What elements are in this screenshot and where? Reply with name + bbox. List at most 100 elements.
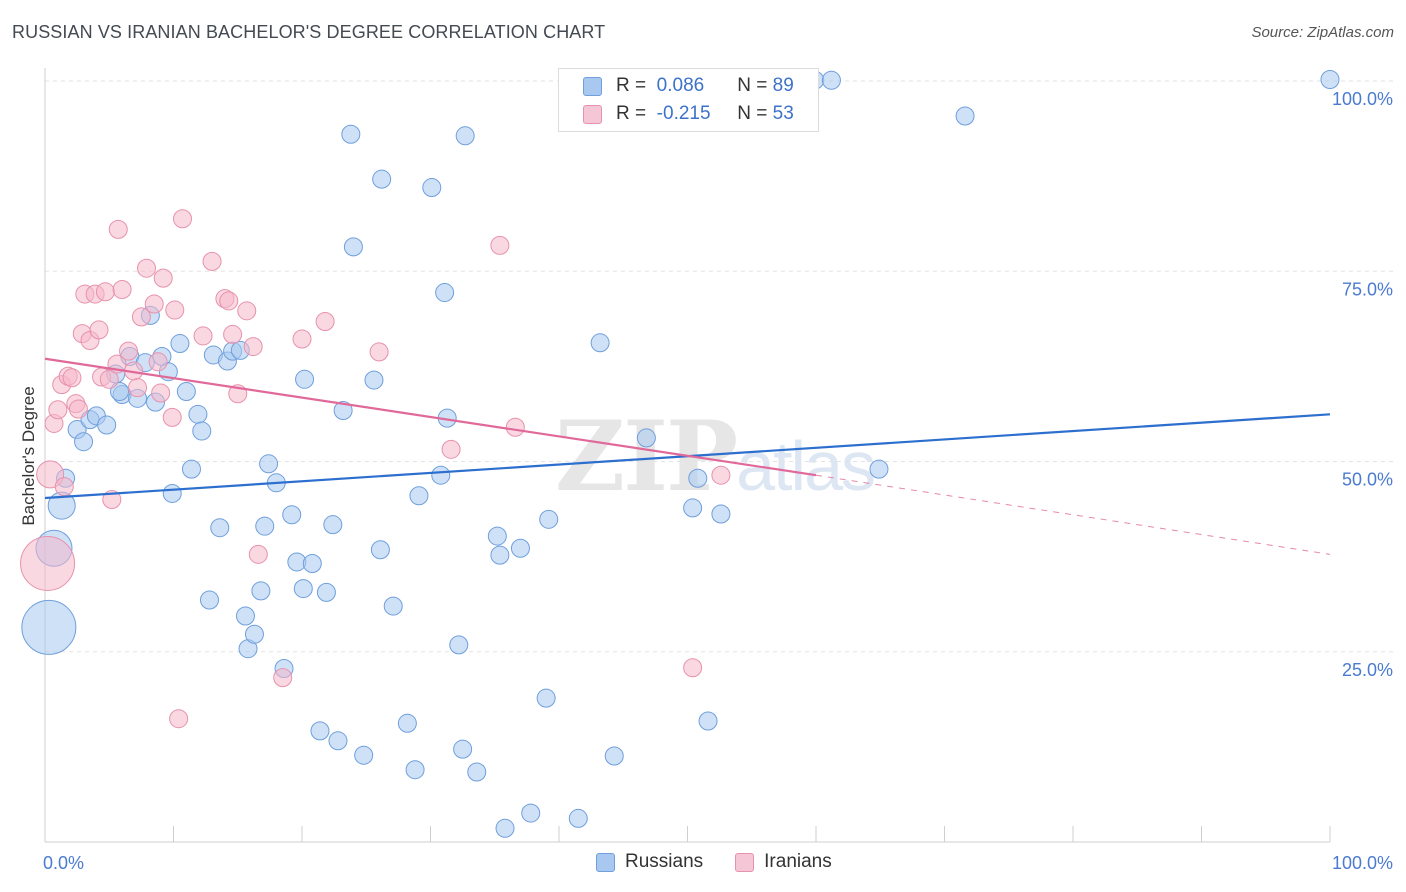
trend-lines xyxy=(44,357,1331,555)
point-iranians xyxy=(315,311,335,331)
legend-n-value: 53 xyxy=(772,103,794,124)
point-russians xyxy=(295,369,315,389)
trend-line-iranians xyxy=(44,357,817,477)
series-swatch-iranians xyxy=(735,852,755,872)
point-russians xyxy=(354,745,374,765)
point-russians xyxy=(487,526,507,546)
point-russians xyxy=(328,731,348,751)
point-russians xyxy=(711,504,731,524)
legend-r-label: R = xyxy=(616,75,647,96)
point-russians xyxy=(316,582,336,602)
point-russians xyxy=(251,581,271,601)
point-russians xyxy=(372,169,392,189)
legend-row-russians: R = 0.086 N = 89 xyxy=(583,73,794,99)
chart-title: RUSSIAN VS IRANIAN BACHELOR'S DEGREE COR… xyxy=(12,22,606,42)
legend-row-iranians: R = -0.215 N = 53 xyxy=(583,101,794,127)
series-legend-iranians[interactable]: Iranians xyxy=(735,851,832,873)
point-iranians xyxy=(273,668,293,688)
point-russians xyxy=(21,599,77,655)
watermark-zip: ZIP xyxy=(555,400,738,513)
point-russians xyxy=(310,721,330,741)
y-tick-label: 100.0% xyxy=(1332,89,1393,109)
series-legend: Russians Iranians xyxy=(596,851,864,873)
point-iranians xyxy=(99,369,119,389)
point-iranians xyxy=(89,320,109,340)
point-russians xyxy=(431,465,451,485)
point-iranians xyxy=(137,258,157,278)
legend-n-value: 89 xyxy=(772,75,794,96)
legend-n-label: N = xyxy=(737,75,768,96)
source-label: Source: ZipAtlas.com xyxy=(1251,24,1394,41)
point-russians xyxy=(370,540,390,560)
point-russians xyxy=(467,762,487,782)
point-russians xyxy=(323,515,343,535)
point-iranians xyxy=(48,400,68,420)
point-russians xyxy=(181,459,201,479)
point-iranians xyxy=(243,337,263,357)
point-russians xyxy=(590,333,610,353)
point-russians xyxy=(453,739,473,759)
point-iranians xyxy=(169,709,189,729)
point-russians xyxy=(259,454,279,474)
point-iranians xyxy=(202,251,222,271)
point-iranians xyxy=(711,465,731,485)
point-russians xyxy=(683,498,703,518)
point-russians xyxy=(422,178,442,198)
legend-box: R = 0.086 N = 89 R = -0.215 N = 53 xyxy=(558,68,819,132)
point-russians xyxy=(490,545,510,565)
point-iranians xyxy=(219,291,239,311)
point-russians xyxy=(333,401,353,421)
point-iranians xyxy=(441,439,461,459)
point-russians xyxy=(110,381,130,401)
point-iranians xyxy=(153,268,173,288)
series-label-russians: Russians xyxy=(625,851,704,872)
point-iranians xyxy=(128,378,148,398)
legend-swatch-iranians xyxy=(583,104,602,124)
grid-lines xyxy=(45,80,1393,653)
point-iranians xyxy=(144,294,164,314)
point-russians xyxy=(343,237,363,257)
point-russians xyxy=(521,803,541,823)
point-iranians xyxy=(151,383,171,403)
point-russians xyxy=(455,126,475,146)
point-russians xyxy=(409,486,429,506)
point-iranians xyxy=(165,300,185,320)
point-iranians xyxy=(20,535,76,591)
point-russians xyxy=(302,553,322,573)
point-iranians xyxy=(193,326,213,346)
legend-n-label: N = xyxy=(737,103,768,124)
point-russians xyxy=(210,518,230,538)
point-iranians xyxy=(237,301,257,321)
data-points xyxy=(20,69,1340,838)
point-russians xyxy=(162,483,182,503)
point-russians xyxy=(955,106,975,126)
legend-r-label: R = xyxy=(616,103,647,124)
point-russians xyxy=(397,713,417,733)
x-tick-label-right: 100.0% xyxy=(1332,853,1393,873)
point-russians xyxy=(235,606,255,626)
point-iranians xyxy=(223,324,243,344)
series-label-iranians: Iranians xyxy=(764,851,832,872)
y-tick-labels: 100.0% 75.0% 50.0% 25.0% xyxy=(1332,89,1393,680)
point-iranians xyxy=(54,477,74,497)
series-legend-russians[interactable]: Russians xyxy=(596,851,703,873)
point-russians xyxy=(405,760,425,780)
point-russians xyxy=(1320,69,1340,89)
series-swatch-russians xyxy=(596,852,615,872)
point-iranians xyxy=(292,329,312,349)
point-iranians xyxy=(119,341,139,361)
point-russians xyxy=(688,468,708,488)
point-russians xyxy=(293,579,313,599)
point-russians xyxy=(282,505,302,525)
point-russians xyxy=(176,381,196,401)
point-russians xyxy=(192,421,212,441)
y-tick-label: 75.0% xyxy=(1342,279,1393,299)
point-russians xyxy=(539,509,559,529)
point-russians xyxy=(636,428,656,448)
y-tick-label: 50.0% xyxy=(1342,470,1393,490)
point-iranians xyxy=(505,417,525,437)
legend-r-value: 0.086 xyxy=(656,75,705,96)
legend-swatch-russians xyxy=(583,76,602,96)
point-iranians xyxy=(172,209,192,229)
x-ticks xyxy=(44,826,1331,842)
